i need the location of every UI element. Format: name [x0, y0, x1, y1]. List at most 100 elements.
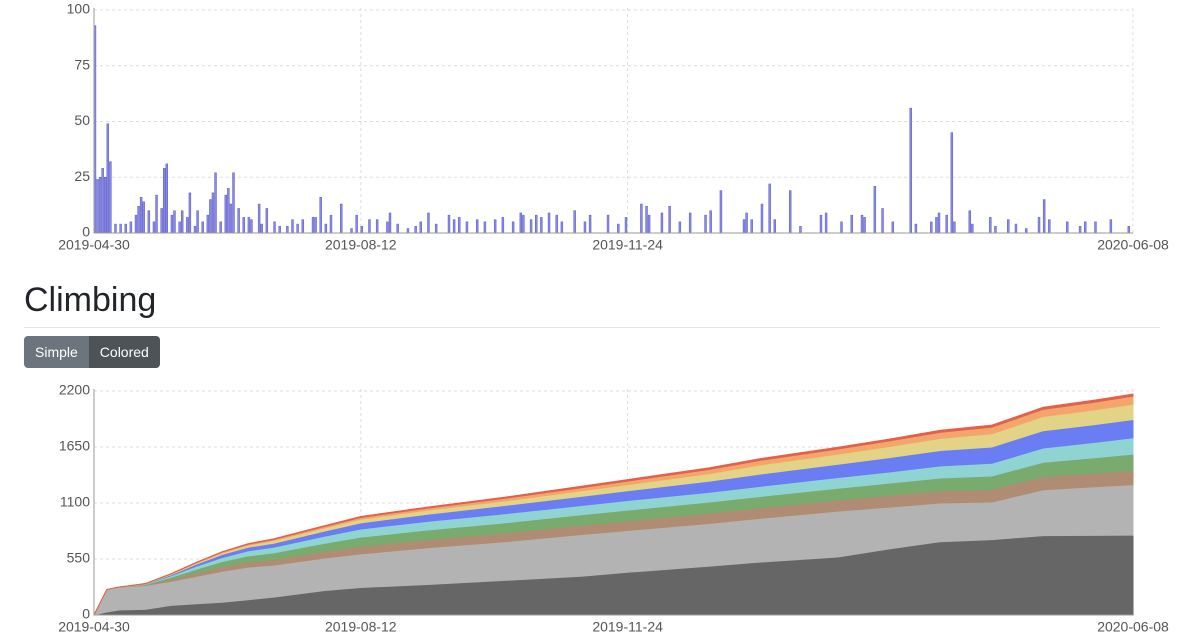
bar	[242, 217, 245, 234]
bar	[396, 223, 399, 234]
bar	[989, 217, 992, 234]
bar	[406, 228, 410, 234]
bar	[645, 205, 648, 234]
bar	[186, 217, 189, 234]
bar	[522, 214, 525, 234]
bar	[519, 212, 523, 234]
bar	[535, 214, 538, 234]
bar	[760, 203, 764, 234]
bar	[265, 208, 269, 234]
bar	[139, 197, 143, 234]
x-tick-label: 2019-04-30	[58, 237, 130, 253]
bar	[260, 223, 263, 234]
bar	[640, 203, 643, 234]
bar	[163, 168, 166, 234]
bar	[560, 221, 564, 234]
bar	[840, 221, 843, 234]
y-tick-label: 1650	[59, 438, 90, 454]
section-heading: Climbing	[24, 281, 157, 319]
bar	[971, 223, 974, 234]
x-tick-label: 2020-06-08	[1097, 237, 1169, 253]
bar	[742, 219, 746, 234]
bar	[930, 221, 933, 234]
bar	[360, 226, 363, 234]
bar	[209, 199, 212, 234]
bar	[134, 214, 138, 234]
bar	[214, 172, 217, 234]
bar	[250, 219, 253, 234]
x-tick-label: 2019-11-24	[592, 237, 663, 253]
mode-toggle: Simple Colored	[24, 336, 160, 368]
bar	[165, 163, 169, 234]
bar	[750, 219, 753, 234]
bar	[193, 226, 197, 234]
y-tick-label: 50	[74, 112, 90, 128]
bar	[668, 205, 671, 234]
bar	[96, 179, 99, 234]
bar	[355, 214, 358, 234]
bar	[953, 221, 956, 234]
bar	[414, 226, 417, 234]
bar	[142, 201, 145, 234]
bar	[788, 190, 792, 234]
bar	[1007, 219, 1010, 234]
bar	[555, 214, 558, 234]
bar	[257, 203, 261, 234]
bar	[173, 210, 176, 234]
bar	[324, 223, 328, 234]
colored-button[interactable]: Colored	[88, 336, 160, 368]
x-tick-label: 2020-06-08	[1097, 619, 1169, 635]
bar	[340, 203, 343, 234]
bar	[719, 190, 723, 234]
bar	[224, 194, 228, 234]
bar	[301, 219, 304, 234]
bar	[881, 208, 884, 234]
x-tick-label: 2019-08-12	[325, 237, 397, 253]
bar	[583, 221, 587, 234]
bar	[452, 219, 456, 234]
bar	[824, 212, 828, 234]
bar	[229, 203, 233, 234]
bar	[1066, 221, 1069, 234]
bar	[388, 212, 392, 234]
bar	[291, 219, 294, 234]
area-series	[93, 393, 1134, 616]
bar	[273, 221, 276, 234]
bar	[624, 217, 628, 234]
bar	[201, 221, 204, 234]
bar	[483, 221, 487, 234]
bar	[124, 223, 127, 234]
bar	[386, 221, 389, 234]
bar	[104, 177, 107, 234]
bar	[350, 228, 353, 234]
bar	[119, 223, 122, 234]
bar	[109, 161, 112, 234]
bar	[493, 219, 497, 234]
bar	[863, 217, 866, 234]
bar	[688, 212, 692, 234]
bar	[950, 132, 954, 234]
bar	[247, 217, 251, 234]
bar	[419, 221, 422, 234]
simple-button[interactable]: Simple	[24, 336, 89, 368]
x-tick-label: 2019-04-30	[58, 619, 130, 635]
bar	[375, 219, 379, 234]
bar	[152, 221, 156, 234]
bar	[529, 219, 533, 234]
bar	[227, 188, 230, 234]
bar	[573, 210, 576, 234]
bar	[206, 214, 210, 234]
bar	[945, 214, 948, 234]
y-tick-label: 550	[67, 550, 91, 566]
bar	[278, 226, 281, 234]
bar	[588, 214, 592, 234]
bar	[98, 177, 102, 234]
bar	[799, 226, 802, 234]
bar	[114, 223, 117, 234]
bar	[540, 217, 543, 234]
bar	[155, 194, 158, 234]
bar	[909, 107, 912, 234]
bar	[547, 212, 551, 234]
